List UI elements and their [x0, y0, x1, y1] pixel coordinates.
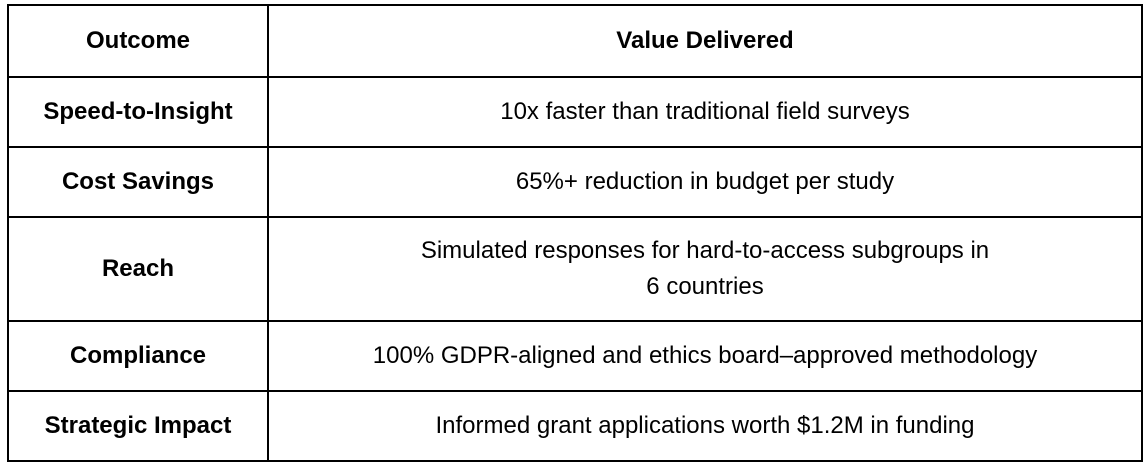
header-outcome: Outcome	[7, 4, 269, 78]
outcome-cell: Strategic Impact	[7, 390, 269, 462]
table-row: Compliance 100% GDPR-aligned and ethics …	[7, 320, 1143, 392]
table-row: Strategic Impact Informed grant applicat…	[7, 390, 1143, 462]
table-row: Cost Savings 65%+ reduction in budget pe…	[7, 146, 1143, 218]
value-cell: Informed grant applications worth $1.2M …	[267, 390, 1143, 462]
outcome-cell: Cost Savings	[7, 146, 269, 218]
table-row: Speed-to-Insight 10x faster than traditi…	[7, 76, 1143, 148]
value-cell: 65%+ reduction in budget per study	[267, 146, 1143, 218]
table-body: Speed-to-Insight 10x faster than traditi…	[7, 76, 1143, 462]
outcome-cell: Reach	[7, 216, 269, 322]
table-header: Outcome Value Delivered	[7, 4, 1143, 78]
header-row: Outcome Value Delivered	[7, 4, 1143, 78]
value-cell: 10x faster than traditional field survey…	[267, 76, 1143, 148]
header-value-delivered: Value Delivered	[267, 4, 1143, 78]
outcome-cell: Compliance	[7, 320, 269, 392]
value-cell: 100% GDPR-aligned and ethics board–appro…	[267, 320, 1143, 392]
outcome-cell: Speed-to-Insight	[7, 76, 269, 148]
table-row: Reach Simulated responses for hard-to-ac…	[7, 216, 1143, 322]
value-cell: Simulated responses for hard-to-access s…	[267, 216, 1143, 322]
outcomes-table: Outcome Value Delivered Speed-to-Insight…	[7, 4, 1143, 462]
